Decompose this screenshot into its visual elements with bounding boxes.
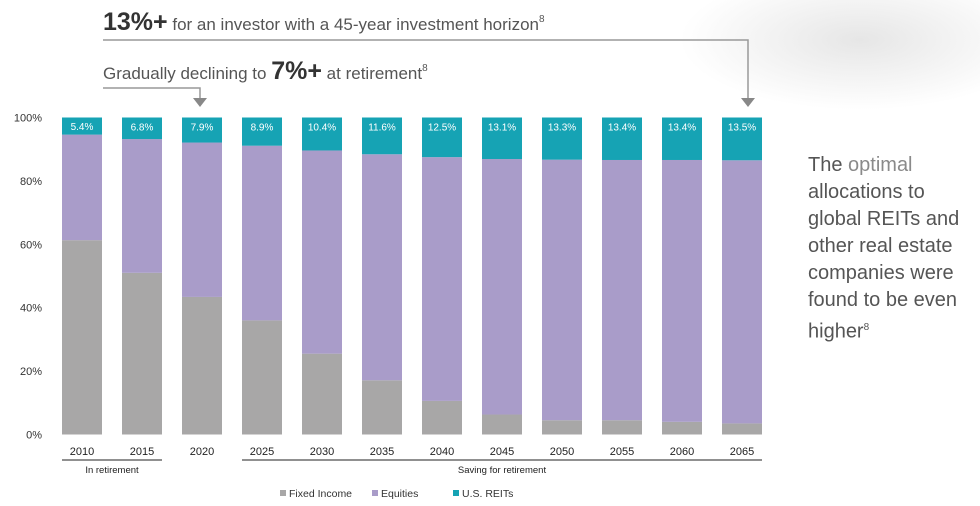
bar-fixed-income-2020	[182, 296, 222, 435]
bar-u-s-reits-2020	[182, 117, 222, 143]
bar-fixed-income-2035	[362, 380, 402, 435]
data-label: 5.4%	[71, 122, 94, 133]
side-note: The optimal allocations to global REITs …	[808, 154, 960, 343]
legend-swatch	[280, 490, 286, 496]
x-tick-label: 2030	[310, 446, 334, 458]
x-tick-label: 2045	[490, 446, 514, 458]
data-label: 13.5%	[728, 123, 756, 134]
arrow-down-icon	[193, 98, 207, 107]
legend-label: Fixed Income	[289, 488, 352, 500]
x-tick-label: 2020	[190, 446, 214, 458]
bar-u-s-reits-2010	[62, 117, 102, 135]
legend-label: Equities	[381, 488, 418, 500]
x-tick-label: 2040	[430, 446, 454, 458]
header-line-1: 13%+ for an investor with a 45-year inve…	[103, 8, 545, 36]
bar-fixed-income-2030	[302, 353, 342, 435]
background-glow	[680, 0, 980, 110]
bar-u-s-reits-2030	[302, 117, 342, 151]
bar-equities-2055	[602, 159, 642, 421]
y-tick-label: 100%	[14, 113, 42, 125]
x-tick-label: 2015	[130, 446, 154, 458]
bar-equities-2025	[242, 145, 282, 321]
bar-fixed-income-2045	[482, 414, 522, 435]
y-tick-label: 60%	[20, 239, 42, 251]
legend-label: U.S. REITs	[462, 488, 513, 500]
data-label: 7.9%	[191, 123, 214, 134]
legend-swatch	[372, 490, 378, 496]
x-tick-label: 2065	[730, 446, 754, 458]
bar-fixed-income-2040	[422, 400, 462, 435]
bar-equities-2050	[542, 159, 582, 421]
data-label: 13.3%	[548, 123, 576, 134]
connector-line-2	[103, 87, 201, 98]
bar-fixed-income-2050	[542, 420, 582, 435]
bar-u-s-reits-2025	[242, 117, 282, 146]
bar-equities-2060	[662, 159, 702, 422]
data-label: 10.4%	[308, 123, 336, 134]
connector-line-1	[103, 39, 749, 98]
group-label: Saving for retirement	[458, 465, 547, 476]
bar-u-s-reits-2040	[422, 117, 462, 158]
bar-u-s-reits-2045	[482, 117, 522, 160]
bar-u-s-reits-2055	[602, 117, 642, 160]
arrow-down-icon	[741, 98, 755, 107]
bar-fixed-income-2060	[662, 421, 702, 435]
bar-equities-2030	[302, 150, 342, 354]
y-tick-label: 40%	[20, 303, 42, 315]
y-tick-label: 20%	[20, 366, 42, 378]
data-label: 13.1%	[488, 123, 516, 134]
bar-equities-2065	[722, 160, 762, 424]
y-tick-label: 80%	[20, 176, 42, 188]
data-label: 13.4%	[608, 123, 636, 134]
x-tick-label: 2025	[250, 446, 274, 458]
bar-u-s-reits-2015	[122, 117, 162, 140]
x-tick-label: 2050	[550, 446, 574, 458]
bar-equities-2020	[182, 142, 222, 297]
bar-equities-2040	[422, 157, 462, 401]
data-label: 13.4%	[668, 123, 696, 134]
bar-equities-2010	[62, 134, 102, 241]
data-label: 11.6%	[368, 123, 396, 134]
bar-u-s-reits-2035	[362, 117, 402, 155]
x-tick-label: 2010	[70, 446, 94, 458]
x-tick-label: 2035	[370, 446, 394, 458]
bar-u-s-reits-2060	[662, 117, 702, 160]
bar-fixed-income-2025	[242, 320, 282, 435]
bar-equities-2045	[482, 159, 522, 415]
bar-u-s-reits-2065	[722, 117, 762, 161]
y-tick-label: 0%	[26, 430, 42, 442]
bar-fixed-income-2055	[602, 420, 642, 435]
data-label: 12.5%	[428, 123, 456, 134]
group-label: In retirement	[85, 465, 139, 476]
bar-equities-2035	[362, 154, 402, 381]
header-line-2: Gradually declining to 7%+ at retirement…	[103, 57, 428, 85]
x-tick-label: 2055	[610, 446, 634, 458]
bar-fixed-income-2065	[722, 423, 762, 435]
bar-fixed-income-2010	[62, 240, 102, 435]
data-label: 8.9%	[251, 123, 274, 134]
bar-equities-2015	[122, 139, 162, 273]
legend-swatch	[453, 490, 459, 496]
data-label: 6.8%	[131, 123, 154, 134]
bar-fixed-income-2015	[122, 272, 162, 435]
bar-u-s-reits-2050	[542, 117, 582, 160]
x-tick-label: 2060	[670, 446, 694, 458]
